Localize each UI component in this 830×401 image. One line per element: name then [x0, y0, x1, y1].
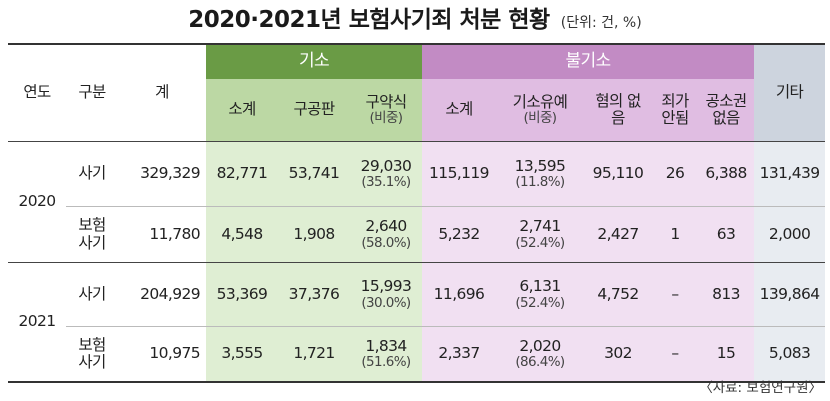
nonindict-no-crime-cell: –	[652, 326, 698, 382]
nonindict-subtotal-cell: 5,232	[422, 206, 496, 263]
table-row: 2020 사기 329,329 82,771 53,741 29,030 (35.…	[8, 141, 826, 263]
header-total: 계	[118, 44, 206, 142]
total-cell: 204,929	[140, 284, 201, 303]
indict-summary-cell: 15,993 (30.0%)	[350, 262, 422, 327]
nonindict-no-right-cell: 63	[698, 206, 755, 263]
nonindict-no-crime-cell: 1	[652, 206, 698, 263]
year-cell: 2020	[8, 141, 66, 263]
indict-subtotal-cell: 4,548	[206, 206, 278, 263]
header-nonindict-group: 불기소	[422, 44, 755, 79]
header-nonindict-no-right: 공소권 없음	[698, 79, 755, 142]
nonindict-no-evidence-cell: 2,427	[584, 206, 652, 263]
header-nonindict-no-crime: 죄가 안됨	[652, 79, 698, 142]
year-cell: 2021	[8, 262, 66, 383]
nonindict-subtotal-cell: 115,119	[422, 141, 496, 207]
nonindict-no-evidence-cell: 95,110	[584, 141, 652, 207]
page-title: 2020·2021년 보험사기죄 처분 현황	[188, 7, 550, 33]
other-cell: 131,439	[754, 141, 826, 207]
table-row: 보험 사기 10,975 3,555 1,721 1,834 (51.6%) 2,…	[8, 326, 826, 382]
total-cell: 329,329	[140, 164, 201, 183]
header-indict-subtotal: 소계	[206, 79, 278, 142]
header-nonindict-suspension: 기소유예 (비중)	[496, 79, 584, 142]
nonindict-no-right-cell: 15	[698, 326, 755, 382]
total-cell: 10,975	[149, 344, 200, 363]
other-cell: 5,083	[754, 326, 826, 382]
nonindict-no-right-cell: 813	[698, 262, 755, 327]
title-row: 2020·2021년 보험사기죄 처분 현황 (단위: 건, %)	[0, 0, 830, 40]
category-cell: 보험 사기	[78, 335, 106, 371]
table-row: 2021 사기 204,929 53,369 37,376 15,993 (30.…	[8, 262, 826, 383]
indict-summary-cell: 2,640 (58.0%)	[350, 206, 422, 263]
nonindict-no-right-cell: 6,388	[698, 141, 755, 207]
other-cell: 139,864	[754, 262, 826, 327]
nonindict-no-crime-cell: 26	[652, 141, 698, 207]
header-year: 연도	[8, 44, 66, 142]
category-cell: 보험 사기	[78, 216, 106, 252]
nonindict-no-evidence-cell: 302	[584, 326, 652, 382]
source-note: 〈자료: 보험연구원〉	[699, 380, 822, 396]
indict-trial-cell: 1,721	[278, 326, 350, 382]
header-category: 구분	[66, 44, 118, 142]
header-indict-summary: 구약식 (비중)	[350, 79, 422, 142]
nonindict-subtotal-cell: 11,696	[422, 262, 496, 327]
header-nonindict-subtotal: 소계	[422, 79, 496, 142]
indict-summary-cell: 29,030 (35.1%)	[350, 141, 422, 207]
other-cell: 2,000	[754, 206, 826, 263]
indict-trial-cell: 1,908	[278, 206, 350, 263]
header-other: 기타	[754, 44, 826, 142]
total-cell: 11,780	[149, 224, 200, 243]
indict-summary-cell: 1,834 (51.6%)	[350, 326, 422, 382]
nonindict-suspension-cell: 13,595 (11.8%)	[496, 141, 584, 207]
indict-trial-cell: 37,376	[278, 262, 350, 327]
header-indict-group: 기소	[206, 44, 422, 79]
unit-note: (단위: 건, %)	[560, 15, 642, 31]
nonindict-suspension-cell: 6,131 (52.4%)	[496, 262, 584, 327]
header-indict-trial: 구공판	[278, 79, 350, 142]
nonindict-suspension-cell: 2,020 (86.4%)	[496, 326, 584, 382]
nonindict-subtotal-cell: 2,337	[422, 326, 496, 382]
indict-trial-cell: 53,741	[278, 141, 350, 207]
disposition-table: 연도 구분 계 기소 불기소 기타 소계 구공판 구약식 (비중) 소계 기소유예…	[8, 43, 826, 383]
header-nonindict-no-evidence: 혐의 없음	[584, 79, 652, 142]
indict-subtotal-cell: 3,555	[206, 326, 278, 382]
indict-subtotal-cell: 53,369	[206, 262, 278, 327]
category-cell: 사기	[78, 284, 106, 303]
indict-subtotal-cell: 82,771	[206, 141, 278, 207]
table-row: 보험 사기 11,780 4,548 1,908 2,640 (58.0%) 5,…	[8, 206, 826, 263]
nonindict-no-evidence-cell: 4,752	[584, 262, 652, 327]
nonindict-no-crime-cell: –	[652, 262, 698, 327]
nonindict-suspension-cell: 2,741 (52.4%)	[496, 206, 584, 263]
category-cell: 사기	[78, 164, 106, 183]
